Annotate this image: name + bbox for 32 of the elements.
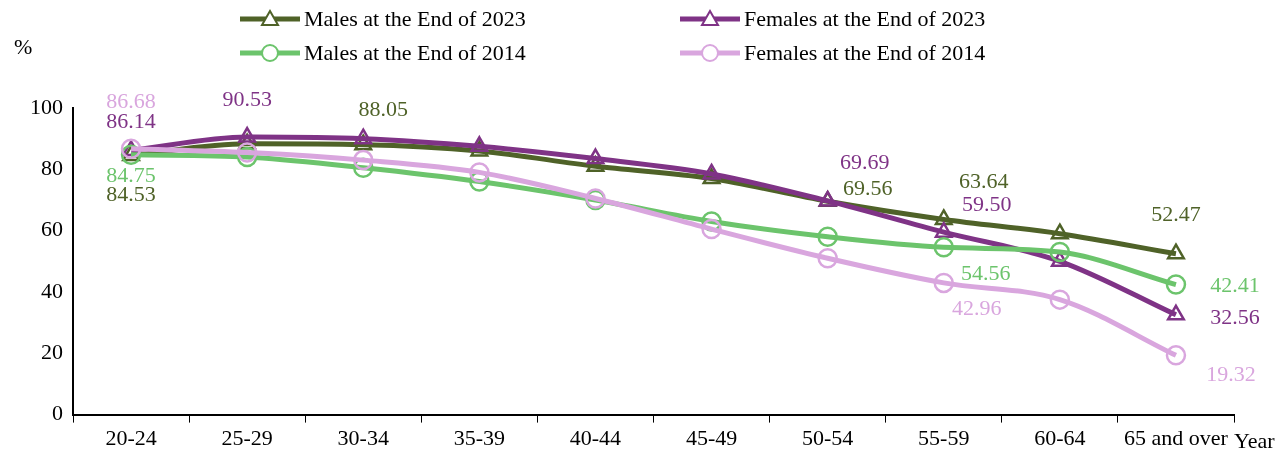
x-tick-label: 20-24 xyxy=(105,424,157,450)
data-label: 69.56 xyxy=(842,175,893,201)
data-label: 52.47 xyxy=(1151,200,1201,226)
x-tick-label: 30-34 xyxy=(337,424,389,450)
legend-label: Females at the End of 2023 xyxy=(744,6,986,32)
data-label: 19.32 xyxy=(1206,361,1256,387)
x-axis-title: Year xyxy=(1234,428,1275,454)
x-tick-label: 40-44 xyxy=(569,424,622,450)
y-tick-label: 80 xyxy=(41,155,63,181)
legend-label: Females at the End of 2014 xyxy=(744,40,986,66)
y-tick-label: 60 xyxy=(41,216,63,242)
legend-label: Males at the End of 2014 xyxy=(304,40,526,66)
y-tick-label: 40 xyxy=(41,277,63,303)
data-label: 54.56 xyxy=(961,260,1011,286)
legend-label: Males at the End of 2023 xyxy=(304,6,526,32)
data-label: 69.69 xyxy=(839,148,890,174)
data-label: 42.96 xyxy=(952,294,1002,320)
y-tick-label: 100 xyxy=(30,93,63,119)
x-tick-label: 45-49 xyxy=(685,424,738,450)
x-tick-label: 35-39 xyxy=(453,424,506,450)
x-tick-label: 55-59 xyxy=(918,424,970,450)
x-tick-label: 50-54 xyxy=(801,424,854,450)
y-tick-label: 0 xyxy=(52,400,63,426)
y-axis-title: % xyxy=(14,34,33,60)
x-tick-label: 60-64 xyxy=(1034,424,1086,450)
data-label: 90.53 xyxy=(222,85,272,111)
data-label: 42.41 xyxy=(1210,272,1260,298)
data-label: 32.56 xyxy=(1210,303,1260,329)
x-tick-label: 65 and over xyxy=(1124,424,1229,450)
x-tick-label: 25-29 xyxy=(221,424,273,450)
y-tick-label: 20 xyxy=(41,339,63,365)
data-label: 88.05 xyxy=(358,96,408,122)
